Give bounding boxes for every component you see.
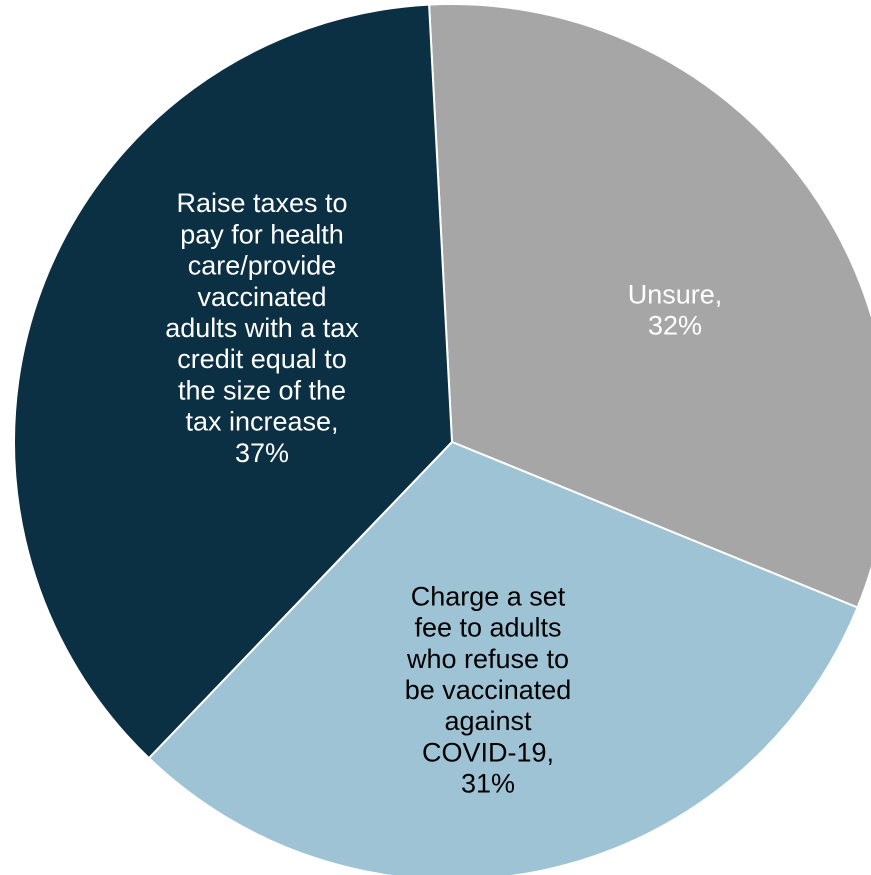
slice-label-1: Unsure, 32% (628, 279, 723, 340)
pie-labels: Unsure, 32% Charge a set fee to adults who r… (165, 188, 722, 798)
slice-label-line: Raise taxes to (176, 188, 347, 218)
slice-label-3: Raise taxes to pay for health care/provide… (165, 188, 359, 468)
slice-label-line: be vaccinated (405, 675, 572, 705)
pie-slices (13, 3, 871, 875)
slice-label-line: Charge a set (411, 581, 566, 611)
slice-label-line: tax increase, (185, 407, 338, 437)
slice-label-line: the size of the (178, 375, 346, 405)
slice-label-2: Charge a set fee to adults who refuse to be… (405, 581, 572, 798)
slice-label-line: 37% (235, 438, 289, 468)
slice-label-line: credit equal to (177, 344, 347, 374)
pie-slice-2 (147, 440, 859, 875)
slice-label-line: care/provide (188, 251, 337, 281)
pie-slice-3 (13, 3, 454, 760)
slice-label-line: pay for health (180, 219, 344, 249)
slice-label-line: fee to adults (414, 613, 561, 643)
pie-slice-1 (428, 3, 871, 609)
slice-label-line: who refuse to (406, 644, 569, 674)
slice-label-line: 31% (461, 769, 515, 799)
slice-label-line: adults with a tax (165, 313, 359, 343)
slice-label-line: Unsure, (628, 279, 723, 309)
slice-label-line: vaccinated (197, 282, 326, 312)
slice-label-line: against (444, 706, 532, 736)
slice-label-line: COVID-19, (422, 737, 554, 767)
slice-label-line: 32% (648, 311, 702, 341)
